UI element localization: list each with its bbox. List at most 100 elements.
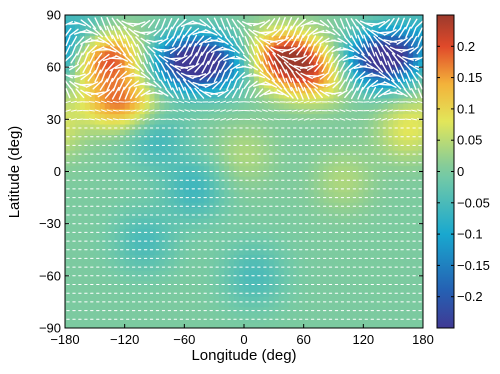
heatmap-cell	[149, 301, 156, 308]
heatmap-cell	[323, 98, 330, 105]
heatmap-cell	[189, 197, 195, 204]
heatmap-cell	[99, 72, 106, 79]
heatmap-cell	[174, 254, 180, 261]
heatmap-cell	[418, 25, 423, 32]
heatmap-cell	[189, 77, 195, 84]
heatmap-cell	[288, 312, 295, 319]
heatmap-cell	[318, 270, 325, 277]
heatmap-cell	[293, 119, 300, 126]
heatmap-cell	[378, 134, 384, 141]
heatmap-cell	[104, 317, 111, 324]
heatmap-cell	[164, 317, 171, 324]
heatmap-cell	[258, 187, 265, 193]
heatmap-cell	[328, 208, 335, 214]
heatmap-cell	[79, 15, 86, 21]
heatmap-cell	[104, 301, 111, 308]
heatmap-cell	[383, 171, 389, 178]
heatmap-cell	[283, 140, 290, 147]
heatmap-cell	[343, 223, 350, 230]
heatmap-cell	[239, 124, 245, 131]
heatmap-cell	[244, 140, 250, 147]
heatmap-cell	[388, 202, 394, 209]
heatmap-cell	[104, 171, 111, 178]
heatmap-cell	[308, 234, 315, 240]
heatmap-cell	[144, 249, 151, 256]
heatmap-cell	[368, 88, 374, 94]
heatmap-cell	[244, 150, 250, 157]
heatmap-cell	[348, 67, 354, 73]
heatmap-cell	[418, 270, 423, 277]
heatmap-cell	[313, 119, 320, 126]
heatmap-cell	[199, 134, 205, 141]
heatmap-cell	[393, 202, 399, 209]
heatmap-cell	[363, 41, 369, 47]
heatmap-cell	[388, 77, 394, 84]
heatmap-cell	[358, 187, 364, 193]
heatmap-cell	[139, 218, 146, 225]
heatmap-cell	[209, 134, 215, 141]
heatmap-cell	[268, 88, 275, 94]
heatmap-cell	[383, 192, 389, 199]
heatmap-cell	[234, 291, 240, 298]
heatmap-cell	[214, 103, 220, 110]
heatmap-cell	[313, 322, 320, 328]
heatmap-cell	[403, 46, 409, 53]
heatmap-cell	[388, 155, 394, 162]
heatmap-cell	[338, 25, 345, 32]
heatmap-cell	[373, 88, 379, 94]
heatmap-cell	[383, 140, 389, 147]
heatmap-cell	[278, 72, 285, 79]
heatmap-cell	[333, 140, 340, 147]
heatmap-cell	[65, 35, 71, 42]
heatmap-cell	[104, 260, 111, 266]
heatmap-cell	[124, 140, 131, 147]
heatmap-cell	[268, 265, 275, 272]
heatmap-cell	[194, 249, 200, 256]
heatmap-cell	[234, 312, 240, 319]
heatmap-cell	[353, 114, 359, 120]
heatmap-cell	[378, 187, 384, 193]
heatmap-cell	[318, 187, 325, 193]
heatmap-cell	[333, 312, 340, 319]
heatmap-cell	[174, 176, 180, 183]
heatmap-cell	[338, 322, 345, 328]
heatmap-cell	[248, 155, 255, 162]
heatmap-cell	[174, 140, 180, 147]
heatmap-cell	[288, 176, 295, 183]
heatmap-cell	[179, 322, 185, 328]
heatmap-cell	[104, 291, 111, 298]
heatmap-cell	[119, 171, 126, 178]
heatmap-cell	[358, 254, 364, 261]
heatmap-cell	[84, 307, 91, 313]
heatmap-cell	[253, 181, 260, 188]
heatmap-cell	[224, 108, 230, 115]
heatmap-cell	[408, 223, 414, 230]
heatmap-cell	[408, 72, 414, 79]
heatmap-cell	[273, 197, 280, 204]
heatmap-cell	[248, 249, 255, 256]
heatmap-cell	[209, 108, 215, 115]
heatmap-cell	[303, 213, 310, 220]
heatmap-cell	[65, 187, 71, 193]
heatmap-cell	[204, 150, 210, 157]
heatmap-cell	[174, 181, 180, 188]
heatmap-cell	[313, 244, 320, 251]
heatmap-cell	[159, 176, 166, 183]
heatmap-cell	[204, 46, 210, 53]
heatmap-cell	[358, 108, 364, 115]
heatmap-cell	[154, 166, 161, 173]
heatmap-cell	[348, 260, 354, 266]
heatmap-cell	[408, 103, 414, 110]
heatmap-cell	[194, 218, 200, 225]
heatmap-cell	[328, 30, 335, 37]
heatmap-cell	[229, 312, 235, 319]
heatmap-cell	[184, 234, 190, 240]
heatmap-cell	[94, 35, 101, 42]
heatmap-cell	[124, 145, 131, 152]
heatmap-cell	[199, 244, 205, 251]
heatmap-cell	[179, 270, 185, 277]
heatmap-cell	[288, 181, 295, 188]
heatmap-cell	[418, 301, 423, 308]
heatmap-cell	[348, 249, 354, 256]
heatmap-cell	[169, 176, 175, 183]
